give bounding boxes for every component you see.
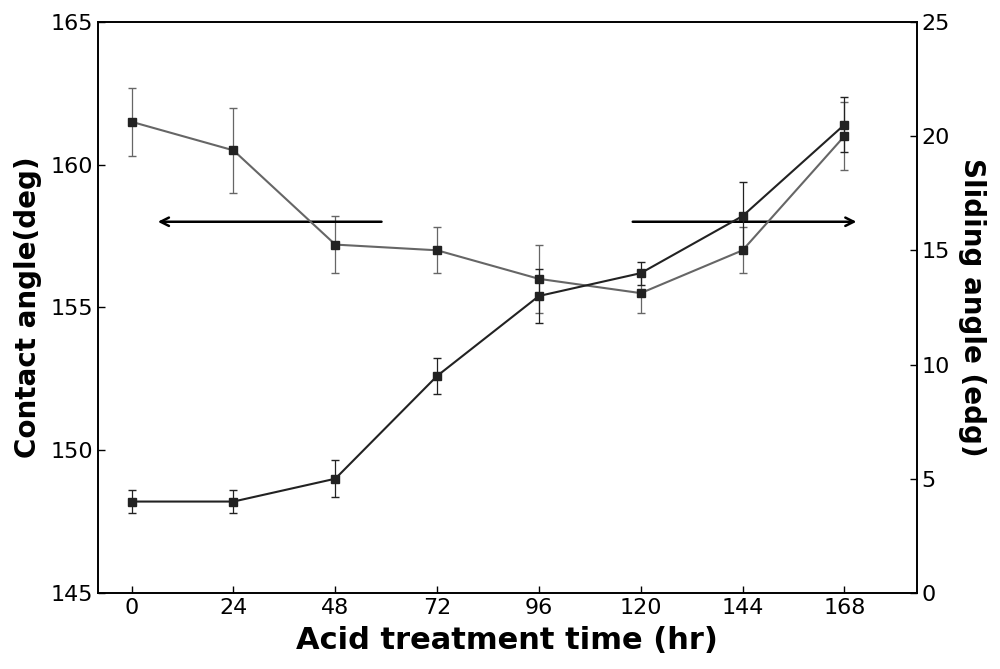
Y-axis label: Sliding angle (edg): Sliding angle (edg) — [958, 158, 986, 457]
X-axis label: Acid treatment time (hr): Acid treatment time (hr) — [296, 626, 718, 655]
Y-axis label: Contact angle(deg): Contact angle(deg) — [14, 157, 42, 458]
